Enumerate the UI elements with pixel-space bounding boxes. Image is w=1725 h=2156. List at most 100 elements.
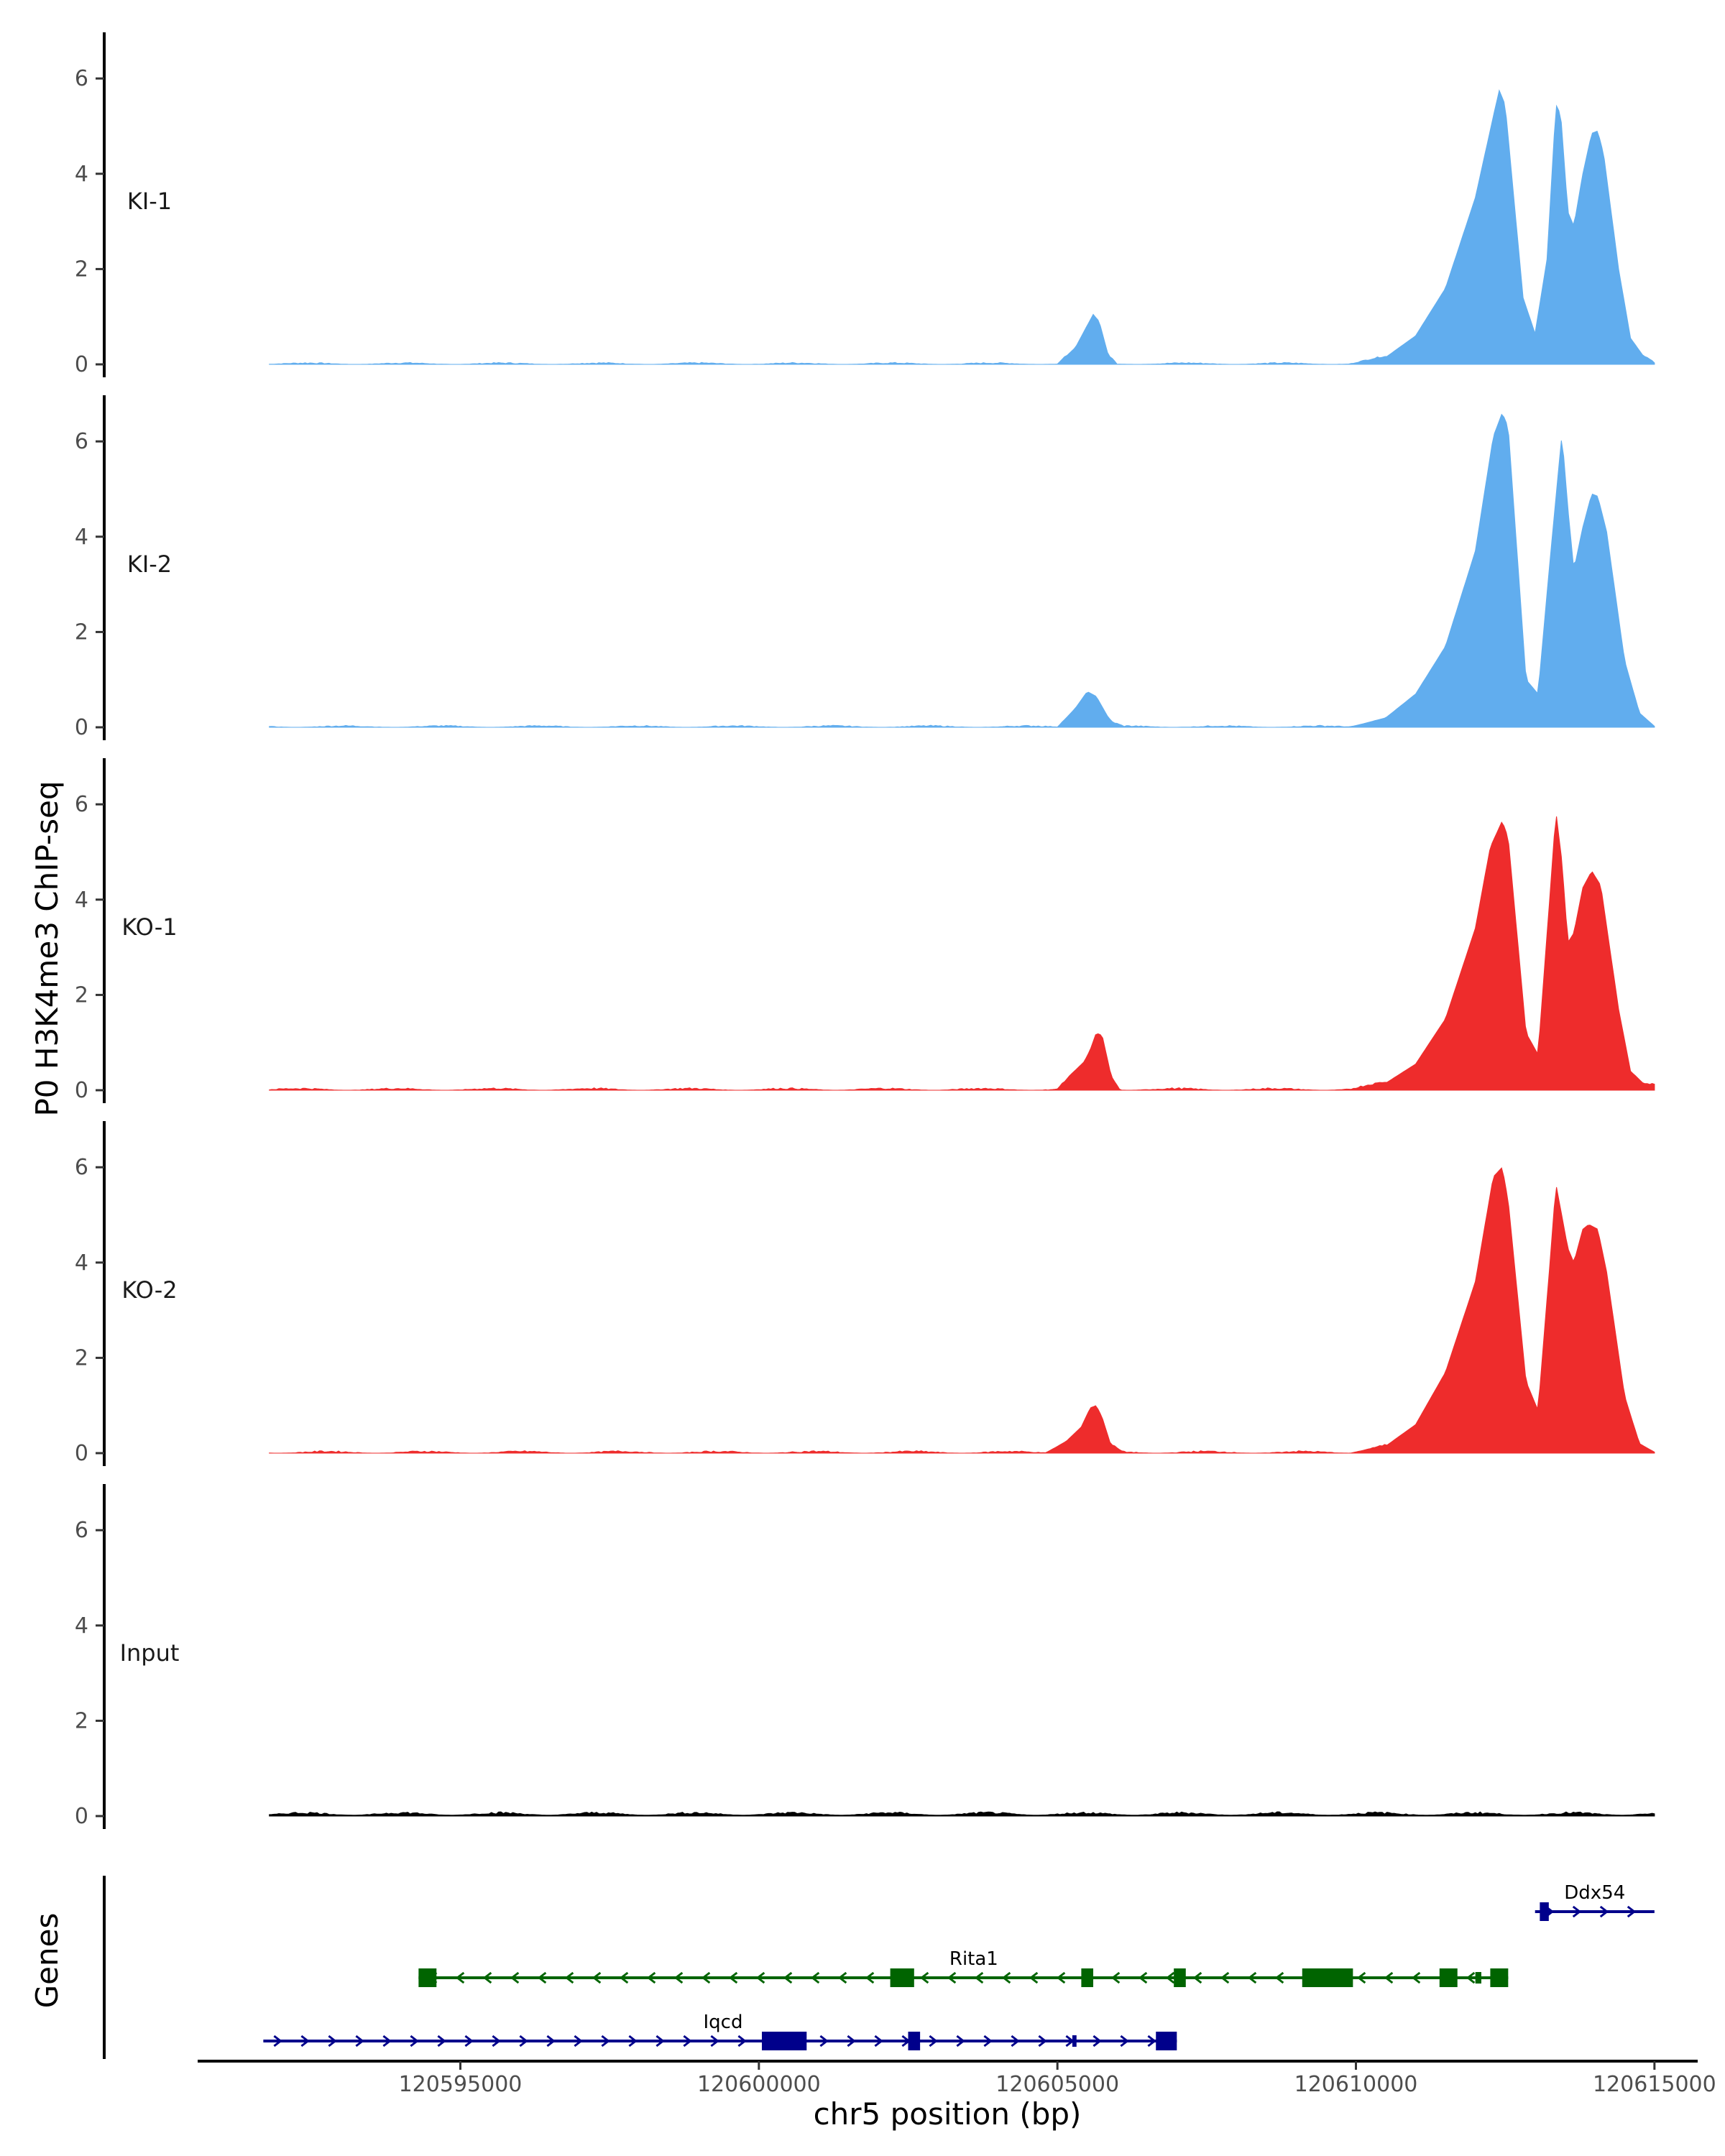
strand-chevron [919,1971,929,1984]
strand-chevron [847,2035,856,2047]
strand-chevron [983,2035,993,2047]
strand-chevron [1384,1971,1394,1984]
strand-chevron [1029,1971,1039,1984]
strand-chevron [947,1971,957,1984]
gene-label: Ddx54 [1564,1882,1625,1904]
strand-chevron [519,2035,528,2047]
y-tick-label: 2 [75,257,88,282]
strand-chevron [1220,1971,1230,1984]
strand-chevron [1011,2035,1020,2047]
exon [1490,1968,1509,1987]
exon [1072,2035,1077,2047]
strand-chevron [1110,1971,1121,1984]
x-tick-label: 120600000 [697,2072,821,2097]
y-tick-label: 4 [75,888,88,913]
x-axis: 120595000 120600000 120605000 120610000 1206… [198,2060,1716,2097]
signal-area [269,413,1655,728]
track-ki-1: 0 2 4 6 KI-1 [75,32,1655,377]
strand-chevron [546,2035,556,2047]
strand-chevron [865,1971,875,1984]
strand-chevron [837,1971,847,1984]
strand-chevron [510,1971,520,1984]
strand-chevron [974,1971,984,1984]
strand-chevron [574,2035,583,2047]
exon [1540,1902,1549,1921]
y-tick-label: 6 [75,1518,88,1543]
signal-area [269,1167,1655,1454]
exon [1439,1968,1458,1987]
y-tick-label: 2 [75,1708,88,1733]
strand-chevron [1274,1971,1284,1984]
strand-chevron [1247,1971,1257,1984]
strand-chevron [1001,1971,1011,1984]
exon [908,2032,921,2050]
strand-chevron [646,1971,656,1984]
gene-label: Rita1 [949,1948,998,1970]
strand-chevron [300,2035,310,2047]
track-ko-1: 0 2 4 6 KO-1 [75,758,1655,1103]
track-input: 0 2 4 6 Input [75,1484,1655,1829]
strand-chevron [673,1971,684,1984]
exon [761,2032,807,2050]
signal-area [269,89,1655,365]
y-tick-label: 4 [75,1250,88,1276]
y-tick-label: 4 [75,525,88,550]
gene-ddx54: Ddx54 [1535,1882,1655,1921]
strand-chevron [437,2035,446,2047]
strand-chevron [564,1971,574,1984]
y-tick-label: 6 [75,1155,88,1180]
exon [418,1968,437,1987]
strand-chevron [328,2035,337,2047]
strand-chevron [382,2035,392,2047]
strand-chevron [355,2035,364,2047]
exon [890,1968,914,1987]
strand-chevron [1572,1905,1582,1918]
strand-chevron [619,1971,629,1984]
x-tick-label: 120610000 [1294,2072,1418,2097]
track-label: KI-1 [127,188,172,215]
strand-chevron [710,2035,719,2047]
exon [1174,1968,1186,1987]
strand-chevron [683,2035,692,2047]
strand-chevron [929,2035,938,2047]
strand-chevron [755,1971,765,1984]
track-label: Input [120,1639,180,1667]
y-tick-label: 6 [75,66,88,91]
strand-chevron [592,1971,602,1984]
x-tick-label: 120605000 [995,2072,1119,2097]
y-tick-label: 0 [75,1804,88,1829]
y-tick-label: 2 [75,982,88,1008]
strand-chevron [701,1971,711,1984]
gene-label: Iqcd [704,2012,743,2033]
exon [1475,1972,1481,1984]
strand-chevron [1192,1971,1202,1984]
x-axis-title: chr5 position (bp) [814,2096,1082,2132]
strand-chevron [783,1971,793,1984]
strand-chevron [492,2035,501,2047]
x-tick-label: 120615000 [1593,2072,1716,2097]
signal-area [269,816,1655,1091]
y-axis-title: P0 H3K4me3 ChIP-seq [29,780,65,1116]
strand-chevron [1038,2035,1047,2047]
strand-chevron [537,1971,547,1984]
y-tick-label: 4 [75,1613,88,1639]
exon [1302,1968,1353,1987]
track-ko-2: 0 2 4 6 KO-2 [75,1121,1655,1466]
strand-chevron [1627,1905,1637,1918]
track-ki-2: 0 2 4 6 KI-2 [75,395,1655,740]
track-label: KO-1 [121,913,177,941]
y-tick-label: 6 [75,429,88,454]
strand-chevron [1120,2035,1129,2047]
strand-chevron [1599,1905,1609,1918]
x-tick-label: 120595000 [399,2072,523,2097]
y-tick-label: 4 [75,162,88,187]
strand-chevron [628,2035,638,2047]
y-tick-label: 0 [75,715,88,740]
strand-chevron [482,1971,492,1984]
signal-area [269,1811,1655,1817]
strand-chevron [1411,1971,1421,1984]
gene-rita1: Rita1 [418,1948,1509,1987]
y-tick-label: 2 [75,619,88,645]
strand-chevron [1147,2035,1156,2047]
